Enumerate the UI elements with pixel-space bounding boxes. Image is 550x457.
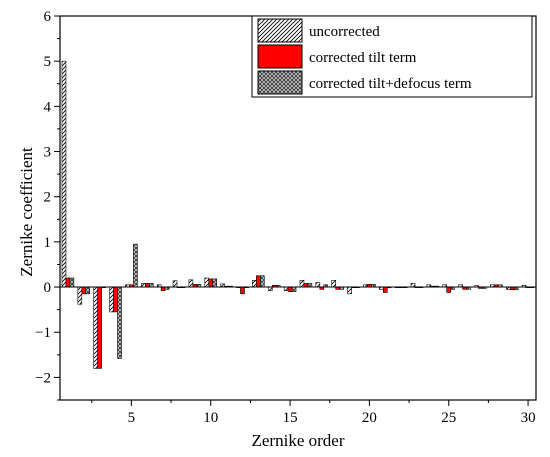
x-tick-label-20: 20 (362, 410, 377, 426)
bar-corrected-tilt-defocus-13 (260, 275, 265, 288)
bar-corrected-tilt-defocus-1 (69, 277, 75, 288)
bar-uncorrected-6 (141, 283, 146, 288)
bar-uncorrected-4 (109, 286, 114, 313)
bar-corrected-tilt-defocus-2 (85, 286, 91, 295)
bar-corrected-tilt-defocus-15 (291, 286, 297, 292)
bar-corrected-tilt-6 (144, 283, 150, 288)
bar-corrected-tilt-2 (81, 286, 87, 295)
bar-uncorrected-23 (410, 283, 416, 288)
bar-uncorrected-8 (172, 280, 178, 288)
bar-corrected-tilt-10 (208, 278, 214, 288)
legend-swatch-corrected-tilt-defocus (257, 70, 303, 95)
bar-corrected-tilt-defocus-4 (117, 286, 122, 359)
legend-label-corrected-tilt-defocus: corrected tilt+defocus term (309, 76, 472, 92)
y-tick-label-1: 1 (44, 235, 52, 251)
axes-layer: 5 10 15 20 25 30 −2 −1 0 1 2 3 4 5 6 (35, 9, 537, 426)
legend-label-uncorrected: uncorrected (309, 24, 380, 40)
bar-uncorrected-17 (315, 282, 321, 288)
bar-corrected-tilt-15 (287, 286, 293, 292)
x-axis-label: Zernike order (252, 431, 345, 450)
bar-corrected-tilt-7 (160, 286, 166, 291)
bar-corrected-tilt-defocus-10 (212, 278, 217, 288)
bar-corrected-tilt-3 (97, 286, 102, 369)
legend-swatch-uncorrected (257, 18, 303, 43)
bar-uncorrected-1 (61, 60, 67, 288)
bar-uncorrected-10 (204, 277, 210, 288)
bar-uncorrected-13 (252, 279, 257, 288)
bar-uncorrected-2 (77, 286, 83, 305)
y-tick-label--1: −1 (35, 325, 51, 341)
bar-corrected-tilt-12 (240, 286, 245, 295)
bar-corrected-tilt-defocus-16 (307, 283, 313, 288)
bar-corrected-tilt-4 (113, 286, 118, 313)
x-tick-label-15: 15 (283, 410, 298, 426)
bar-uncorrected-19 (347, 286, 352, 295)
y-tick-label-2: 2 (44, 190, 52, 206)
x-tick-label-10: 10 (203, 410, 218, 426)
bar-uncorrected-14 (267, 286, 273, 291)
bar-corrected-tilt-13 (256, 275, 261, 288)
bar-corrected-tilt-21 (382, 286, 388, 293)
y-tick-label-5: 5 (44, 54, 52, 70)
y-tick-label-0: 0 (44, 280, 52, 296)
bars-layer (61, 60, 535, 369)
y-tick-label-3: 3 (44, 145, 52, 161)
bar-corrected-tilt-1 (65, 277, 71, 288)
bar-uncorrected-18 (331, 279, 336, 288)
x-tick-label-5: 5 (128, 410, 136, 426)
bar-corrected-tilt-16 (303, 283, 309, 288)
legend-swatch-corrected-tilt (257, 44, 303, 69)
legend: uncorrected corrected tilt term correcte… (251, 15, 533, 98)
bar-uncorrected-3 (93, 286, 98, 369)
y-tick-label-4: 4 (44, 99, 52, 115)
y-tick-label-6: 6 (44, 9, 52, 25)
bar-uncorrected-9 (188, 279, 194, 288)
legend-label-corrected-tilt: corrected tilt term (309, 50, 417, 66)
bar-corrected-tilt-25 (446, 286, 452, 293)
x-tick-label-30: 30 (521, 410, 536, 426)
y-tick-label--2: −2 (35, 370, 51, 386)
x-tick-label-25: 25 (441, 410, 456, 426)
bar-corrected-tilt-defocus-6 (148, 283, 154, 288)
bar-uncorrected-16 (299, 279, 305, 288)
y-axis-label: Zernike coefficient (17, 147, 36, 277)
bar-uncorrected-15 (283, 286, 289, 291)
bar-corrected-tilt-defocus-5 (133, 243, 138, 288)
